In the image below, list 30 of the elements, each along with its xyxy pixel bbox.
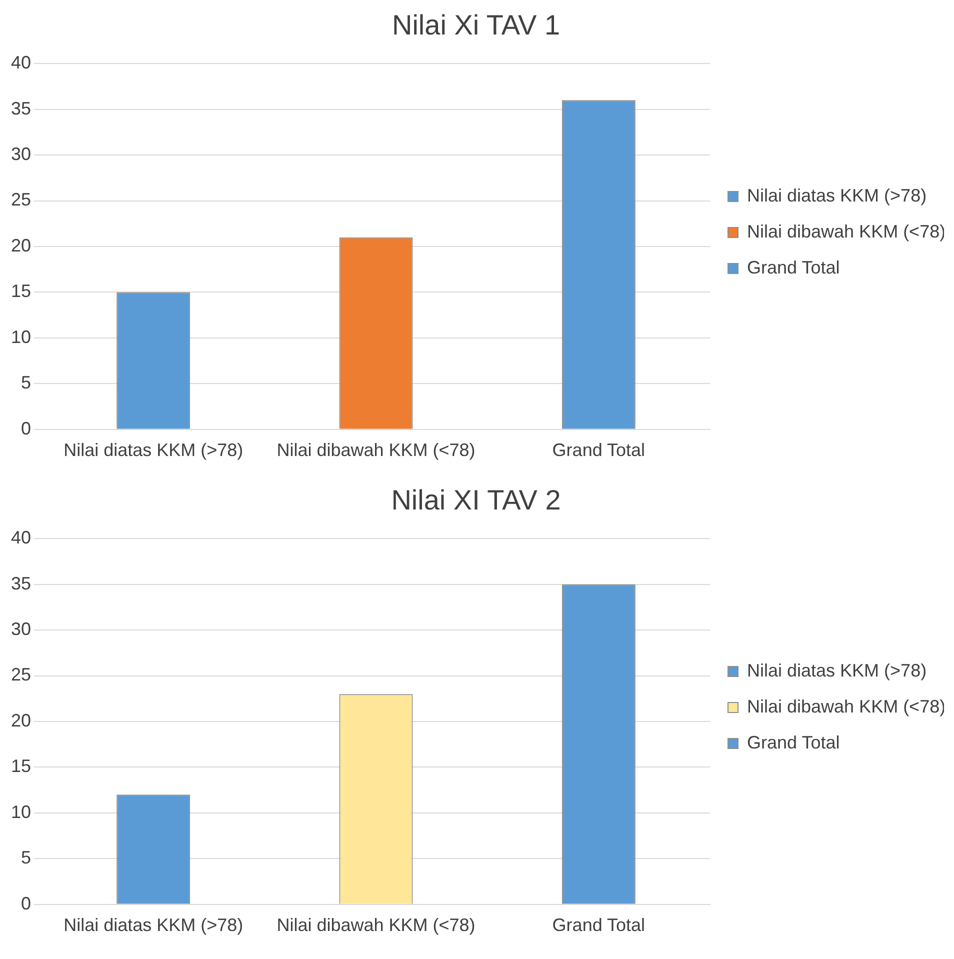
y-tick-label: 35 (10, 98, 32, 118)
legend-label: Nilai diatas KKM (>78) (747, 660, 927, 680)
y-tick-label: 35 (10, 573, 32, 594)
y-tick-label: 0 (21, 893, 32, 914)
chart-title: Nilai Xi TAV 1 (392, 10, 560, 41)
legend-label: Grand Total (747, 257, 840, 278)
y-tick-label: 0 (21, 418, 32, 438)
y-tick-label: 20 (10, 235, 32, 256)
y-tick-label: 5 (21, 848, 32, 868)
x-tick-label: Grand Total (552, 915, 646, 936)
x-tick-label: Nilai dibawah KKM (<78) (276, 915, 476, 936)
x-tick-label: Grand Total (552, 440, 646, 460)
y-tick-label: 15 (10, 281, 32, 302)
chart-title: Nilai XI TAV 2 (391, 484, 561, 516)
legend-label: Nilai diatas KKM (>78) (747, 185, 927, 206)
y-tick-label: 30 (10, 144, 32, 164)
y-tick-label: 25 (10, 664, 32, 685)
x-tick-label: Nilai dibawah KKM (<78) (276, 440, 476, 460)
y-tick-label: 10 (10, 802, 32, 822)
y-tick-label: 20 (10, 710, 32, 730)
y-tick-label: 30 (10, 619, 32, 640)
y-tick-label: 40 (10, 528, 32, 548)
legend-label: Grand Total (747, 732, 840, 752)
x-tick-label: Nilai diatas KKM (>78) (64, 915, 244, 936)
y-tick-label: 40 (10, 52, 32, 73)
y-tick-label: 10 (10, 326, 32, 347)
y-tick-label: 15 (10, 756, 32, 776)
x-tick-label: Nilai diatas KKM (>78) (64, 440, 244, 460)
y-tick-label: 5 (21, 372, 32, 393)
y-tick-label: 25 (10, 190, 32, 210)
